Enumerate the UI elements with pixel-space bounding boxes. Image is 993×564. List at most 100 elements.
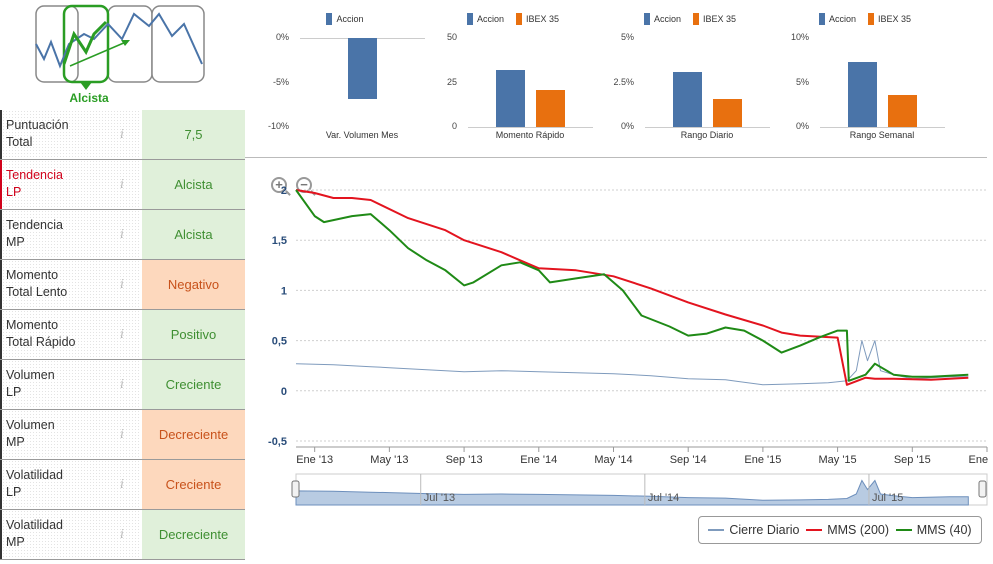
mini-legend-item[interactable]: Accion [818,13,856,25]
indicator-label: Puntuación Total [0,110,140,159]
mini-legend-item[interactable]: Accion [643,13,681,25]
mini-bar-chart: Accion IBEX 35 50 25 0 Momento Rápido [423,0,603,150]
indicator-label-line2: LP [6,485,22,499]
mini-y-tick: 0 [451,121,457,131]
indicator-label-line1: Tendencia [6,218,63,232]
indicator-label-line1: Volumen [6,368,55,382]
info-icon[interactable]: i [120,227,124,241]
trend-logo-graphic [35,4,205,90]
info-icon[interactable]: i [120,277,124,291]
mini-bar-chart: Accion IBEX 35 5% 2.5% 0% Rango Diario [600,0,780,150]
mini-legend-swatch [326,13,333,25]
legend-label-mms40: MMS (40) [916,523,972,537]
mini-legend-label: IBEX 35 [702,14,737,24]
indicator-label-line1: Momento [6,318,59,332]
mini-y-tick: 10% [790,32,809,42]
mini-y-tick: 5% [620,32,634,42]
y-axis-tick: 1,5 [272,235,287,247]
mini-y-tick: 25 [446,76,457,87]
trend-logo-box-3 [107,5,153,83]
indicator-label-line1: Tendencia [6,168,63,182]
legend-item-cierre[interactable]: Cierre Diario [708,523,800,537]
x-axis-tick: Sep '15 [894,454,931,466]
series-mms-200[interactable] [295,189,969,386]
info-icon[interactable]: i [120,377,124,391]
indicator-value: Alcista [142,210,245,259]
indicator-label-line1: Puntuación [6,118,69,132]
indicator-row: Puntuación Total i 7,5 [0,110,245,159]
mini-bar-ibex[interactable] [888,94,917,127]
mini-legend-item[interactable]: IBEX 35 [867,13,912,25]
mini-bar-ibex[interactable] [713,98,742,127]
mini-y-tick: 5% [795,76,809,87]
mini-bar-chart: Accion IBEX 35 10% 5% 0% Rango Semanal [775,0,955,150]
mini-bar-accion[interactable] [848,62,877,127]
indicator-row: Volatilidad LP i Creciente [0,460,245,509]
mini-bar-ibex[interactable] [536,89,565,127]
indicator-value: Decreciente [142,510,245,559]
mini-zero-line [820,127,945,128]
x-axis-tick: May '15 [819,454,857,466]
info-icon[interactable]: i [120,127,124,141]
navigator-handle-right[interactable] [978,480,987,498]
series-cierre-diario[interactable] [295,340,969,386]
mini-chart-title: Var. Volumen Mes [325,130,399,140]
y-axis-tick: 0,5 [272,336,287,348]
indicator-label-line2: LP [6,185,22,199]
mini-legend-swatch [818,13,825,25]
mini-legend-label: IBEX 35 [877,14,912,24]
row-divider [0,509,245,510]
row-divider [0,209,245,210]
mini-chart-legend: Accion IBEX 35 [423,13,603,25]
indicator-label: Momento Total Lento [0,260,140,309]
legend-swatch-cierre [708,529,725,531]
indicator-label: Volatilidad LP [0,460,140,509]
trend-logo-blue-line [35,12,203,69]
mini-chart-legend: Accion [255,13,435,25]
info-icon[interactable]: i [120,477,124,491]
indicator-label-line2: MP [6,435,25,449]
mini-y-tick: -10% [267,121,289,131]
mini-chart-title: Rango Semanal [849,130,915,140]
indicator-row: Momento Total Rápido i Positivo [0,310,245,359]
x-axis-tick: Sep '13 [446,454,483,466]
x-axis-tick: May '14 [594,454,632,466]
info-icon[interactable]: i [120,327,124,341]
row-divider [0,309,245,310]
mini-chart-title: Rango Diario [680,130,734,140]
indicator-value: Positivo [142,310,245,359]
info-icon[interactable]: i [120,177,124,191]
mini-bar-accion[interactable] [496,70,525,127]
mini-bar-accion[interactable] [673,71,702,127]
mini-legend-item[interactable]: Accion [326,13,364,25]
indicator-value: 7,5 [142,110,245,159]
row-divider [0,559,245,560]
navigator-area [295,479,969,506]
legend-item-mms40[interactable]: MMS (40) [895,523,972,537]
y-axis-tick: 0 [281,386,287,398]
x-axis-tick: Sep '14 [670,454,707,466]
series-mms-40[interactable] [295,189,969,382]
trend-logo-pointer [80,82,92,90]
mini-y-tick: 0% [275,32,289,42]
mini-legend-item[interactable]: Accion [466,13,504,25]
mini-y-tick: 0% [620,121,634,131]
mini-legend-item[interactable]: IBEX 35 [515,13,559,25]
indicator-row: Volumen MP i Decreciente [0,410,245,459]
trend-logo-green-line [62,20,108,65]
legend-swatch-mms200 [806,529,823,531]
info-icon[interactable]: i [120,527,124,541]
trend-logo-arrow-line [69,41,127,67]
mini-legend-label: Accion [653,14,681,24]
row-divider [0,409,245,410]
indicator-label: Tendencia MP [0,210,140,259]
indicator-label: Volatilidad MP [0,510,140,559]
legend-item-mms200[interactable]: MMS (200) [806,523,889,537]
mini-bar-accion[interactable] [348,38,377,99]
mini-bar-chart: Accion 0% -5% -10% Var. Volumen Mes [255,0,435,150]
navigator-label: Jul '13 [424,492,455,504]
info-icon[interactable]: i [120,427,124,441]
zoom-in-icon[interactable]: + [271,177,287,193]
navigator-handle-left[interactable] [291,480,300,498]
mini-legend-item[interactable]: IBEX 35 [692,13,737,25]
